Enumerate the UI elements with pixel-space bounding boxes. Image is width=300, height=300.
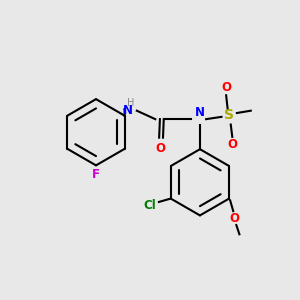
Text: O: O xyxy=(155,142,165,155)
Text: S: S xyxy=(224,108,234,122)
Text: N: N xyxy=(123,104,133,117)
Text: O: O xyxy=(227,138,237,151)
Text: H: H xyxy=(127,98,134,108)
Text: Cl: Cl xyxy=(143,199,156,212)
Text: F: F xyxy=(92,168,100,181)
Text: O: O xyxy=(230,212,240,225)
Text: O: O xyxy=(221,81,231,94)
Text: N: N xyxy=(195,106,205,119)
